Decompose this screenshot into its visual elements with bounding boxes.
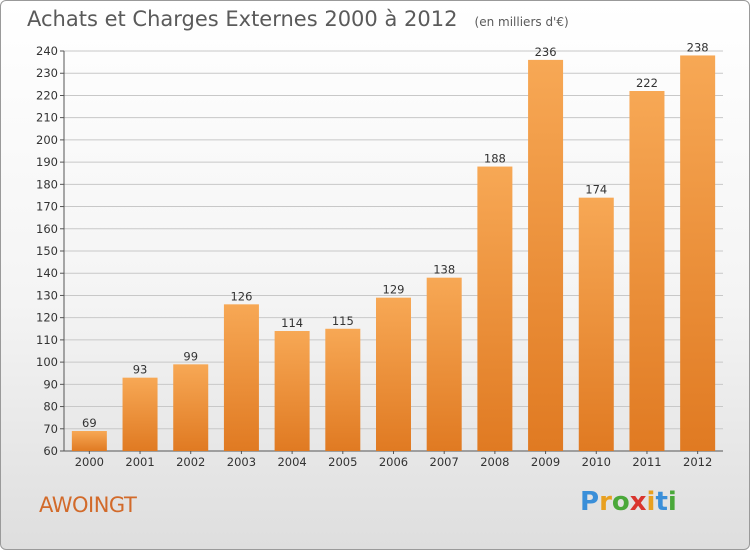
- bar-2005: [325, 328, 361, 451]
- x-tick-label: 2011: [632, 455, 661, 469]
- y-tick-label: 170: [36, 200, 58, 214]
- y-tick-label: 180: [36, 177, 58, 191]
- value-label: 126: [230, 289, 252, 303]
- value-label: 238: [687, 40, 709, 54]
- value-label: 93: [133, 363, 148, 377]
- value-label: 99: [183, 349, 198, 363]
- value-label: 138: [433, 263, 455, 277]
- bars: [71, 55, 716, 452]
- labels: 69 2000 93 2001 99 2002 126 2003 114 2004 115 2005 1…: [75, 40, 713, 469]
- chart-title: Achats et Charges Externes 2000 à 2012: [27, 7, 458, 31]
- y-tick-label: 200: [36, 133, 58, 147]
- chart-title-block: Achats et Charges Externes 2000 à 2012 (…: [27, 7, 569, 31]
- y-tick-label: 120: [36, 311, 58, 325]
- value-label: 236: [535, 45, 557, 59]
- y-tick-label: 220: [36, 88, 58, 102]
- bar-2012: [680, 55, 716, 451]
- bar-2006: [376, 297, 411, 451]
- logo-letter: o: [611, 487, 630, 517]
- value-label: 69: [82, 416, 97, 430]
- y-tick-label: 90: [43, 377, 58, 391]
- x-tick-label: 2009: [531, 455, 560, 469]
- x-tick-label: 2008: [480, 455, 509, 469]
- value-label: 174: [585, 183, 607, 197]
- y-tick-label: 60: [43, 444, 58, 458]
- y-tick-label: 210: [36, 111, 58, 125]
- bar-2007: [426, 277, 462, 451]
- y-tick-label: 240: [36, 44, 58, 58]
- x-tick-label: 2000: [75, 455, 104, 469]
- logo-letter: r: [599, 487, 612, 517]
- x-tick-label: 2002: [176, 455, 205, 469]
- bar-2010: [578, 197, 614, 451]
- town-name: AWOINGT: [39, 493, 137, 517]
- bar-2003: [223, 304, 259, 451]
- bar-2008: [477, 166, 513, 452]
- axes: 60 70 80 90 100 110 120 130 140 150 160 170 180 190 20…: [36, 44, 723, 458]
- x-tick-label: 2004: [277, 455, 306, 469]
- bar-2000: [71, 431, 107, 451]
- bar-2004: [274, 331, 310, 451]
- value-label: 188: [484, 152, 506, 166]
- y-tick-label: 190: [36, 155, 58, 169]
- x-tick-label: 2003: [227, 455, 256, 469]
- logo-letter: i: [646, 487, 656, 517]
- chart-unit: (en milliers d'€): [474, 15, 569, 29]
- x-tick-label: 2007: [430, 455, 459, 469]
- bar-2009: [528, 59, 564, 452]
- value-label: 222: [636, 76, 658, 90]
- y-tick-label: 80: [43, 400, 58, 414]
- x-tick-label: 2001: [125, 455, 154, 469]
- y-tick-label: 230: [36, 66, 58, 80]
- logo-letter: P: [580, 487, 600, 517]
- logo-letter: t: [655, 487, 668, 517]
- bar-2001: [122, 377, 158, 451]
- proxiti-logo: Proxiti: [580, 487, 677, 517]
- value-label: 115: [332, 314, 354, 328]
- y-tick-label: 140: [36, 266, 58, 280]
- y-tick-label: 110: [36, 333, 58, 347]
- y-tick-label: 150: [36, 244, 58, 258]
- x-tick-label: 2010: [582, 455, 611, 469]
- value-label: 114: [281, 316, 303, 330]
- y-tick-label: 160: [36, 222, 58, 236]
- y-tick-label: 70: [43, 422, 58, 436]
- x-tick-label: 2006: [379, 455, 408, 469]
- y-tick-label: 130: [36, 288, 58, 302]
- value-label: 129: [383, 283, 405, 297]
- x-tick-label: 2005: [328, 455, 357, 469]
- bar-2011: [629, 91, 665, 451]
- logo-letter: x: [629, 487, 647, 517]
- bar-2002: [173, 364, 209, 451]
- y-tick-label: 100: [36, 355, 58, 369]
- logo-letter: i: [667, 487, 677, 517]
- x-tick-label: 2012: [683, 455, 712, 469]
